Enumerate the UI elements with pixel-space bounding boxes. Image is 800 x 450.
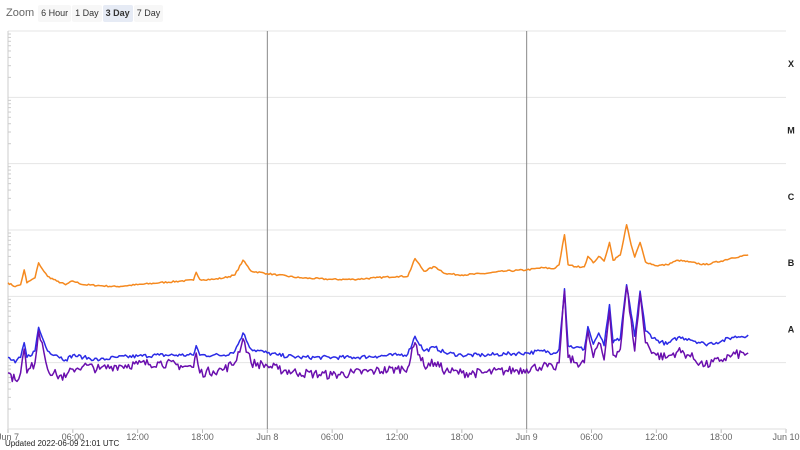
x-tick-label: 12:00: [386, 432, 409, 442]
x-tick-label: Jun 9: [516, 432, 538, 442]
flux-series-line: [7, 223, 749, 288]
x-tick-label: Jun 7: [0, 432, 19, 442]
x-tick-label: 18:00: [451, 432, 474, 442]
x-tick-label: 18:00: [191, 432, 214, 442]
x-tick-label: Jun 10: [772, 432, 799, 442]
flux-series-line: [7, 285, 749, 383]
x-tick-label: 12:00: [126, 432, 149, 442]
x-tick-label: 12:00: [645, 432, 668, 442]
zoom-bar: Zoom 6 Hour 1 Day 3 Day 7 Day: [6, 4, 164, 22]
updated-timestamp: Updated 2022-06-09 21:01 UTC: [5, 439, 120, 448]
x-tick-label: 06:00: [321, 432, 344, 442]
flare-class-label: M: [787, 126, 795, 136]
zoom-label: Zoom: [6, 7, 35, 19]
x-tick-label: 06:00: [580, 432, 603, 442]
flare-class-label: X: [788, 59, 794, 69]
zoom-3-day-button[interactable]: 3 Day: [102, 4, 133, 22]
x-tick-label: 06:00: [62, 432, 85, 442]
x-tick-label: Jun 8: [256, 432, 278, 442]
zoom-7-day-button[interactable]: 7 Day: [133, 4, 164, 22]
flare-class-label: C: [788, 192, 795, 202]
zoom-1-day-button[interactable]: 1 Day: [72, 4, 102, 22]
flare-class-label: A: [788, 325, 795, 335]
zoom-6-hour-button[interactable]: 6 Hour: [38, 4, 72, 22]
flare-class-label: B: [788, 258, 795, 268]
x-tick-label: 18:00: [710, 432, 733, 442]
